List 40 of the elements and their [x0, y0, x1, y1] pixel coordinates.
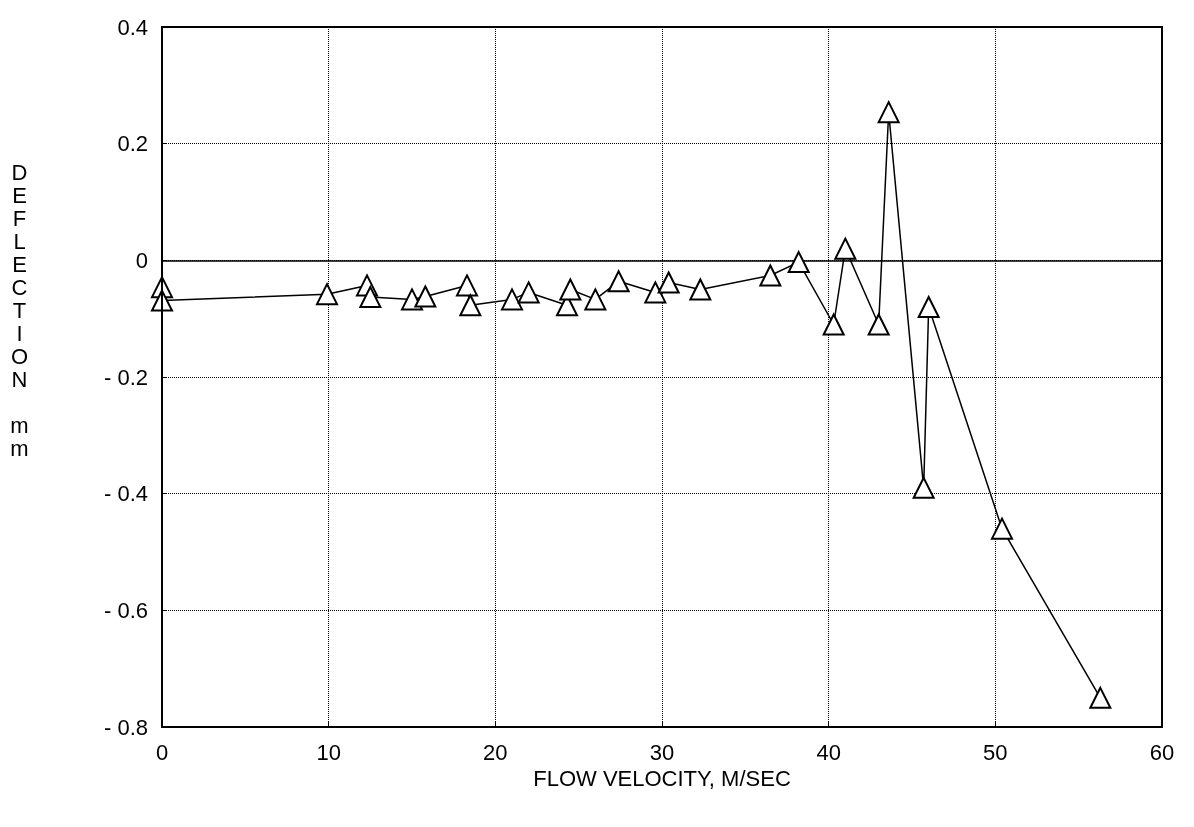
point	[657, 271, 680, 294]
x-tick-label: 30	[649, 739, 675, 765]
y-tick-label: - 0.4	[103, 481, 148, 507]
point	[877, 101, 900, 124]
point	[644, 281, 667, 304]
point	[456, 274, 478, 297]
point	[991, 517, 1013, 540]
point	[759, 264, 782, 287]
x-tick-label: 60	[1149, 739, 1175, 765]
point	[834, 237, 857, 260]
x-tick-label: 50	[983, 739, 1008, 765]
y-tick-label: - 0.2	[103, 364, 148, 390]
x-tick-label: 10	[316, 739, 341, 765]
point	[517, 281, 540, 304]
point	[867, 313, 890, 336]
point	[459, 294, 482, 317]
point	[689, 278, 712, 301]
point	[584, 288, 607, 311]
y-tick-label: 0.4	[117, 14, 148, 40]
y-tick-label: - 0.6	[103, 597, 148, 623]
point	[912, 476, 935, 499]
point	[414, 285, 437, 308]
y-tick-label: 0.2	[117, 131, 148, 157]
x-tick-label: 40	[816, 739, 841, 765]
point	[559, 278, 582, 301]
x-axis-title: FLOW VELOCITY, M/SEC	[533, 766, 791, 792]
point	[316, 283, 338, 306]
x-tick-label: 20	[483, 739, 508, 765]
point	[787, 251, 810, 274]
y-tick-label: - 0.8	[103, 714, 148, 740]
point	[501, 288, 523, 311]
point	[822, 313, 845, 336]
y-axis-title: DEFLECTION mm	[6, 160, 32, 459]
point	[607, 270, 630, 293]
point	[151, 289, 173, 312]
point	[359, 286, 382, 309]
y-tick-label: 0	[135, 247, 148, 273]
x-tick-label: 0	[155, 739, 169, 765]
point	[917, 296, 940, 318]
point	[1089, 686, 1112, 709]
